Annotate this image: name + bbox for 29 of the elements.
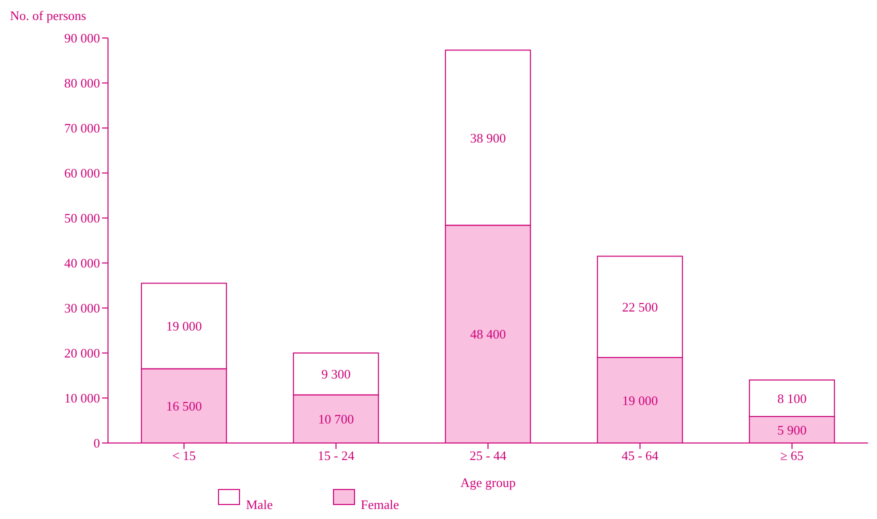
y-tick-label: 60 000: [64, 166, 100, 181]
data-label: 19 000: [622, 392, 658, 408]
y-tick-label: 50 000: [64, 210, 100, 226]
data-label: 38 900: [470, 130, 506, 146]
x-tick-label: 25 - 44: [470, 448, 507, 464]
data-label: 16 500: [166, 398, 202, 414]
y-tick-label: 30 000: [64, 300, 100, 316]
x-tick-label: ≥ 65: [780, 448, 804, 464]
y-tick-label: 90 000: [64, 30, 100, 46]
data-label: 8 100: [777, 390, 807, 406]
y-tick-label: 10 000: [64, 390, 100, 406]
y-tick-label: 0: [94, 436, 100, 451]
y-axis-title: No. of persons: [10, 8, 86, 24]
data-label: 5 900: [777, 422, 807, 438]
y-tick-label: 70 000: [64, 120, 100, 136]
legend-label: Female: [360, 497, 399, 513]
legend-label: Male: [246, 497, 273, 513]
x-tick-label: 15 - 24: [318, 448, 355, 464]
x-tick-label: 45 - 64: [622, 448, 659, 464]
y-tick-label: 80 000: [64, 76, 100, 91]
y-tick-label: 20 000: [64, 346, 100, 361]
data-label: 48 400: [470, 326, 506, 342]
data-label: 9 300: [321, 366, 351, 382]
x-tick-label: < 15: [172, 448, 196, 464]
data-label: 19 000: [166, 318, 202, 334]
data-label: 10 700: [318, 412, 354, 427]
data-label: 22 500: [622, 299, 658, 314]
y-tick-label: 40 000: [64, 256, 100, 271]
x-axis-title: Age group: [460, 475, 516, 490]
